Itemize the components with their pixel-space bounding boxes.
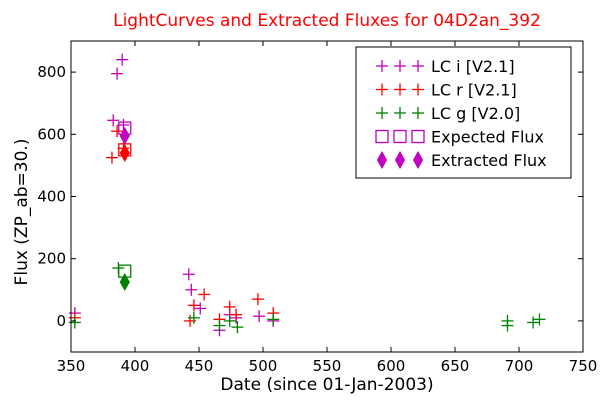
data-point <box>527 316 540 329</box>
legend-marker <box>376 60 388 72</box>
data-point <box>185 283 198 296</box>
legend-marker <box>393 129 407 144</box>
x-tick-label: 350 <box>57 357 86 375</box>
data-point <box>223 314 236 327</box>
x-tick-label: 650 <box>441 357 470 375</box>
x-tick-label: 750 <box>569 357 598 375</box>
data-point <box>182 268 195 281</box>
data-point <box>187 299 200 312</box>
legend-label: LC r [V2.1] <box>431 81 517 100</box>
legend-entry-0: LC i [V2.1] <box>376 57 515 76</box>
series-4 <box>119 126 130 292</box>
data-point <box>111 125 124 138</box>
data-point <box>194 302 207 315</box>
data-point <box>119 143 130 162</box>
legend-marker <box>375 129 389 144</box>
legend-marker <box>412 83 424 96</box>
x-axis-label: Date (since 01-Jan-2003) <box>220 375 433 395</box>
x-tick-label: 450 <box>185 357 214 375</box>
legend-label: Extracted Flux <box>431 151 547 170</box>
legend-box <box>355 46 572 179</box>
plot-area <box>68 53 546 337</box>
legend-label: Expected Flux <box>431 128 544 147</box>
legend-marker <box>376 150 388 170</box>
y-tick-label: 800 <box>37 63 66 81</box>
data-point <box>187 311 200 324</box>
legend-marker <box>394 83 406 96</box>
data-point <box>223 300 236 313</box>
x-tick-label: 550 <box>313 357 342 375</box>
legend-marker <box>394 60 406 72</box>
x-tick-label: 700 <box>505 357 534 375</box>
legend-entry-1: LC r [V2.1] <box>376 81 517 100</box>
data-point <box>107 114 120 127</box>
legend-marker <box>412 150 424 170</box>
series-0 <box>68 53 280 337</box>
y-axis-label: Flux (ZP_ab=30.) <box>12 139 32 286</box>
legend-marker <box>412 60 424 72</box>
series-1 <box>68 125 280 327</box>
x-tick-label: 400 <box>121 357 150 375</box>
axes: 350 400 450 500 550 600 650 700 750 0 200 400 600 800 <box>37 40 598 375</box>
legend-marker <box>411 129 425 144</box>
data-point <box>119 273 130 292</box>
legend-marker <box>376 107 388 119</box>
data-point <box>119 126 130 145</box>
legend: LC i [V2.1] LC r [V2.1] LC g [V2.0] Expecte… <box>355 46 572 179</box>
data-point <box>230 308 243 321</box>
y-tick-label: 200 <box>37 250 66 268</box>
legend-marker <box>412 107 424 119</box>
legend-marker <box>394 107 406 119</box>
data-point <box>501 319 514 332</box>
y-tick-label: 400 <box>37 188 66 206</box>
data-point <box>533 313 546 326</box>
data-point <box>253 310 266 323</box>
legend-label: LC i [V2.1] <box>431 57 515 76</box>
legend-label: LC g [V2.0] <box>431 104 520 123</box>
data-point <box>198 288 211 301</box>
data-point <box>267 313 280 326</box>
data-point <box>213 319 226 332</box>
data-point <box>111 67 124 80</box>
data-point <box>105 151 118 164</box>
data-point <box>251 293 264 306</box>
y-tick-label: 600 <box>37 125 66 143</box>
chart-title: LightCurves and Extracted Fluxes for 04D… <box>113 11 541 31</box>
data-point <box>231 321 244 334</box>
legend-entry-4: Extracted Flux <box>376 150 547 170</box>
x-tick-label: 500 <box>249 357 278 375</box>
series-2 <box>68 262 546 334</box>
y-tick-label: 0 <box>56 312 66 330</box>
data-point <box>117 118 130 131</box>
legend-marker <box>394 150 406 170</box>
legend-entry-3: Expected Flux <box>375 128 544 147</box>
x-tick-label: 600 <box>377 357 406 375</box>
data-point <box>116 53 129 66</box>
legend-marker <box>376 83 388 96</box>
legend-entry-2: LC g [V2.0] <box>376 104 520 123</box>
